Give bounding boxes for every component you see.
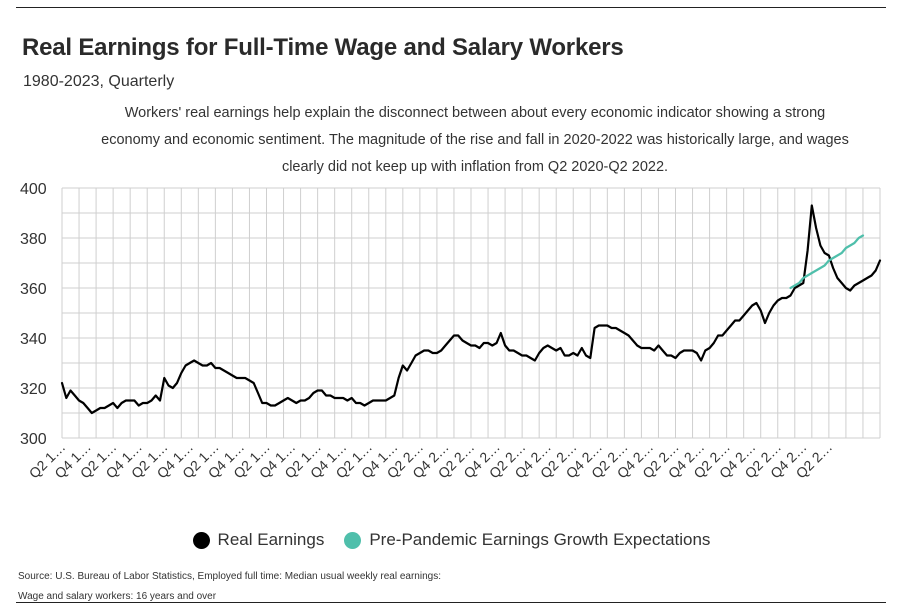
y-tick-label: 300 — [20, 431, 47, 448]
chart-series — [60, 204, 882, 415]
x-axis: Q2 1…Q4 1…Q2 1…Q4 1…Q2 1…Q4 1…Q2 1…Q4 1…… — [26, 439, 836, 482]
legend-swatch-expectations — [344, 531, 362, 549]
legend-label-real-earnings: Real Earnings — [217, 530, 325, 549]
chart-description: Workers' real earnings help explain the … — [101, 105, 849, 175]
chart-title: Real Earnings for Full-Time Wage and Sal… — [22, 34, 624, 61]
chart-grid — [61, 187, 881, 439]
y-axis: 300 320 340 360 380 400 — [20, 181, 47, 448]
legend-label-expectations: Pre-Pandemic Earnings Growth Expectation… — [369, 530, 711, 549]
top-rule — [16, 7, 886, 8]
y-tick-label: 360 — [20, 281, 47, 298]
y-tick-label: 380 — [20, 231, 47, 248]
source-note: Source: U.S. Bureau of Labor Statistics,… — [18, 571, 441, 602]
legend-item-real-earnings: Real Earnings — [192, 530, 325, 550]
line-chart: 300 320 340 360 380 400 Q2 1…Q4 1…Q2 1…Q4 1…Q… — [20, 181, 882, 482]
legend-swatch-real-earnings — [192, 531, 210, 549]
legend-item-expectations: Pre-Pandemic Earnings Growth Expectation… — [344, 530, 710, 550]
y-tick-label: 400 — [20, 181, 47, 198]
y-tick-label: 340 — [20, 331, 47, 348]
chart-subtitle: 1980-2023, Quarterly — [23, 73, 175, 90]
chart-legend: Real Earnings Pre-Pandemic Earnings Grow… — [0, 530, 903, 550]
y-tick-label: 320 — [20, 381, 47, 398]
series-line-real-earnings — [60, 204, 882, 415]
series-line-expectations — [789, 234, 865, 290]
bottom-rule — [16, 602, 886, 603]
